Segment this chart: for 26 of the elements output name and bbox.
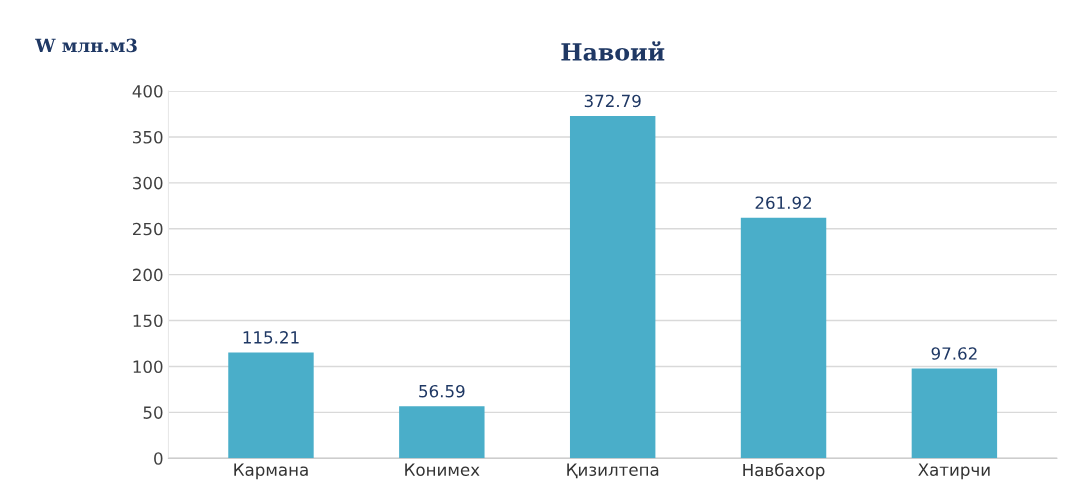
data-label: 261.92 — [755, 196, 812, 210]
data-label: 56.59 — [419, 384, 465, 398]
y-axis-title: W млн.м3 — [35, 38, 137, 53]
y-tick-label: 200 — [133, 268, 163, 282]
chart-title: Навоий — [561, 41, 665, 61]
y-tick-label: 350 — [133, 130, 163, 144]
bar — [740, 217, 827, 459]
x-tick-label: Навбахор — [743, 463, 825, 480]
x-tick-label: Қизилтепа — [567, 463, 659, 479]
x-tick-label: Хатирчи — [918, 463, 990, 480]
data-label: 97.62 — [931, 347, 977, 360]
data-label: 115.21 — [243, 331, 299, 344]
data-label: 372.79 — [584, 94, 641, 108]
bar — [911, 368, 998, 459]
y-tick-label: 400 — [132, 85, 163, 98]
x-tick-label: Конимех — [405, 463, 480, 476]
bar — [569, 116, 656, 459]
y-tick-label: 300 — [133, 176, 163, 190]
y-tick-label: 100 — [133, 360, 163, 373]
y-tick-label: 50 — [143, 406, 163, 419]
y-tick-label: 150 — [133, 314, 163, 328]
bar — [228, 352, 314, 459]
y-tick-label: 250 — [133, 222, 163, 236]
x-tick-label: Кармана — [234, 463, 308, 480]
bar — [399, 406, 485, 459]
y-tick-label: 0 — [154, 452, 163, 465]
